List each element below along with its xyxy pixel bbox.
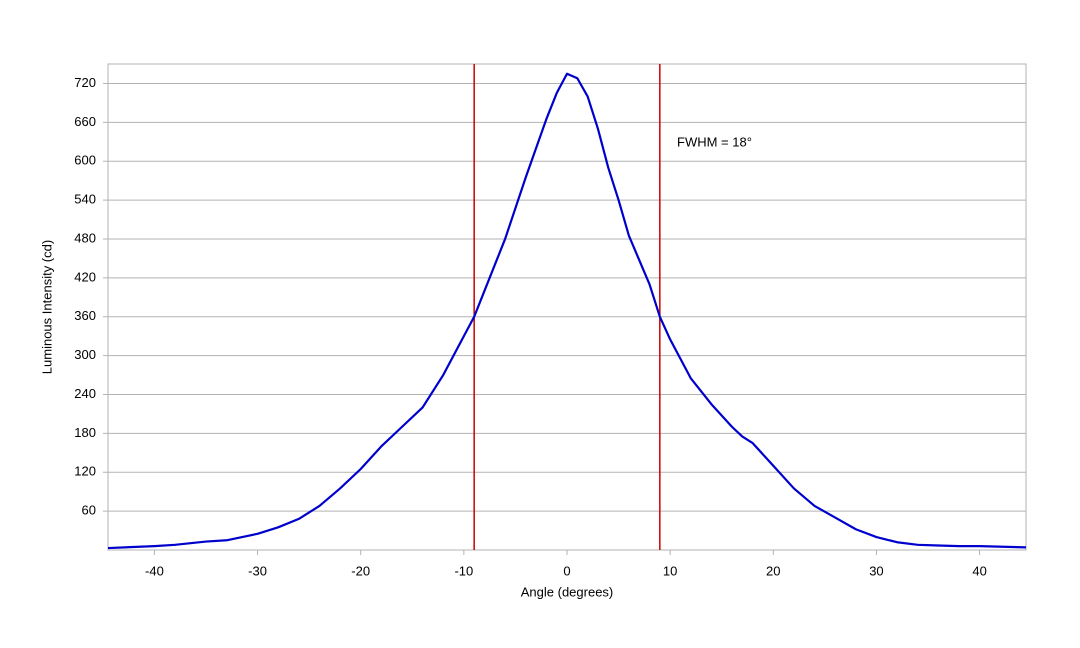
y-tick-label: 420 (74, 269, 96, 284)
x-tick-label: 0 (563, 563, 570, 578)
y-tick-label: 60 (82, 503, 96, 518)
x-tick-label: -20 (351, 563, 370, 578)
y-tick-label: 600 (74, 153, 96, 168)
y-tick-label: 660 (74, 114, 96, 129)
x-tick-label: 10 (663, 563, 677, 578)
y-tick-label: 540 (74, 192, 96, 207)
y-tick-label: 480 (74, 230, 96, 245)
y-tick-label: 720 (74, 75, 96, 90)
x-tick-label: -40 (145, 563, 164, 578)
series-line (107, 72, 1027, 550)
y-axis-label: Luminous Intensity (cd) (39, 240, 54, 374)
x-tick-label: 40 (972, 563, 986, 578)
x-tick-label: 20 (766, 563, 780, 578)
x-tick-label: 30 (869, 563, 883, 578)
plot-frame (107, 63, 1027, 551)
y-tick-label: 240 (74, 386, 96, 401)
annotation: FWHM = 18° (677, 134, 752, 149)
x-tick-label: -10 (454, 563, 473, 578)
y-tick-label: 300 (74, 347, 96, 362)
y-tick-label: 360 (74, 308, 96, 323)
y-tick-label: 120 (74, 464, 96, 479)
y-tick-label: 180 (74, 425, 96, 440)
x-axis-label: Angle (degrees) (521, 584, 614, 599)
x-tick-label: -30 (248, 563, 267, 578)
